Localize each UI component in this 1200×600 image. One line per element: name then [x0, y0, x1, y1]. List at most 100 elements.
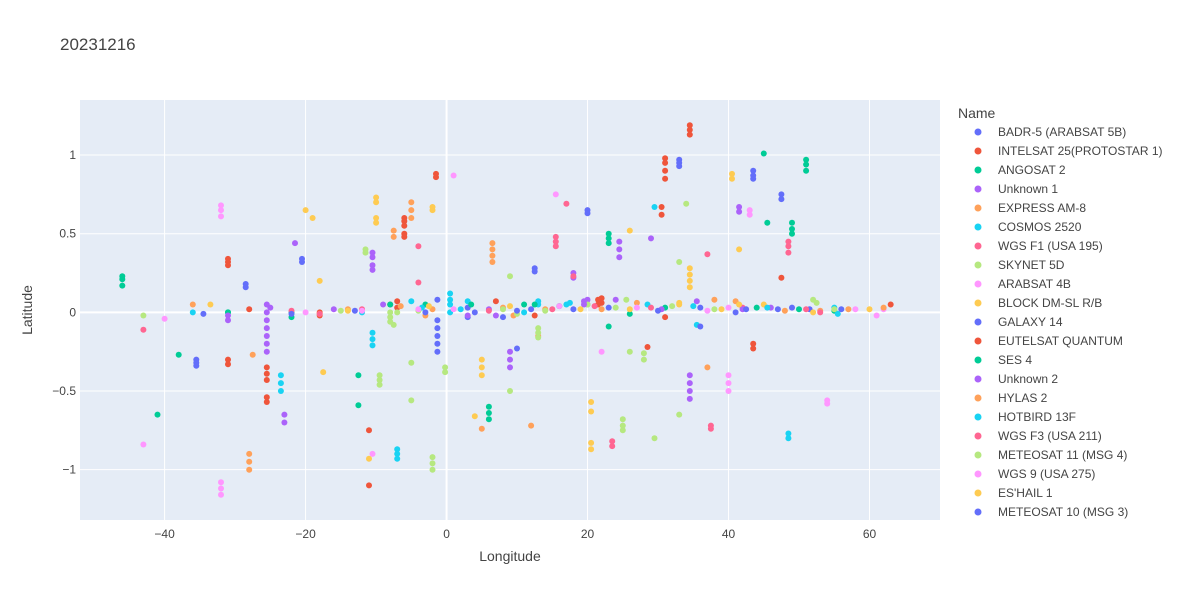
- data-point: [263, 370, 270, 377]
- legend-marker: [974, 337, 982, 345]
- data-point: [736, 208, 743, 215]
- data-point: [471, 309, 478, 316]
- legend-item[interactable]: ES'HAIL 1: [974, 486, 1053, 500]
- data-point: [753, 304, 760, 311]
- data-point: [434, 325, 441, 332]
- legend-item[interactable]: BLOCK DM-SL R/B: [974, 296, 1103, 310]
- data-point: [489, 240, 496, 247]
- data-point: [785, 238, 792, 245]
- data-point: [662, 314, 669, 321]
- data-point: [249, 351, 256, 358]
- data-point: [434, 348, 441, 355]
- y-tick-label: 0: [69, 305, 76, 319]
- x-tick-label: 20: [581, 527, 595, 541]
- legend-item[interactable]: Unknown 2: [974, 372, 1059, 386]
- data-point: [760, 150, 767, 157]
- data-point: [359, 307, 365, 314]
- y-tick-label: −1: [62, 463, 76, 477]
- data-point: [866, 306, 873, 313]
- data-point: [408, 207, 415, 214]
- data-point: [686, 277, 693, 284]
- legend-item[interactable]: INTELSAT 25(PROTOSTAR 1): [974, 144, 1163, 158]
- legend-item[interactable]: HOTBIRD 13F: [974, 410, 1077, 424]
- legend-item[interactable]: SKYNET 5D: [974, 258, 1065, 272]
- legend-item[interactable]: WGS 9 (USA 275): [974, 467, 1096, 481]
- data-point: [485, 416, 492, 423]
- data-point: [570, 306, 577, 313]
- data-point: [425, 303, 432, 310]
- legend-label: SKYNET 5D: [998, 258, 1065, 272]
- legend-item[interactable]: EUTELSAT QUANTUM: [974, 334, 1123, 348]
- data-point: [556, 303, 563, 310]
- data-point: [626, 306, 633, 313]
- legend-item[interactable]: GALAXY 14: [974, 315, 1063, 329]
- data-point: [588, 408, 595, 415]
- legend-marker: [974, 223, 982, 231]
- data-point: [299, 259, 305, 265]
- data-point: [581, 301, 587, 308]
- data-point: [140, 326, 147, 333]
- legend-item[interactable]: BADR-5 (ARABSAT 5B): [974, 125, 1127, 139]
- data-point: [489, 246, 496, 253]
- legend-label: ARABSAT 4B: [998, 277, 1071, 291]
- legend-item[interactable]: WGS F3 (USA 211): [974, 429, 1102, 443]
- data-point: [591, 303, 598, 310]
- data-point: [824, 400, 831, 407]
- data-point: [577, 306, 584, 313]
- data-point: [442, 364, 449, 371]
- legend-item[interactable]: ARABSAT 4B: [974, 277, 1071, 291]
- legend-items[interactable]: BADR-5 (ARABSAT 5B) INTELSAT 25(PROTOSTAR…: [974, 125, 1163, 519]
- data-point: [697, 304, 704, 311]
- legend-item[interactable]: HYLAS 2: [974, 391, 1048, 405]
- legend-item[interactable]: Unknown 1: [974, 182, 1059, 196]
- data-point: [225, 356, 231, 363]
- y-tick-label: −0.5: [52, 384, 76, 398]
- legend-item[interactable]: COSMOS 2520: [974, 220, 1082, 234]
- series-points: [189, 298, 841, 317]
- data-point: [337, 307, 344, 314]
- data-point: [390, 321, 397, 328]
- data-point: [478, 356, 485, 363]
- data-point: [373, 219, 380, 226]
- data-point: [725, 380, 732, 387]
- legend-item[interactable]: SES 4: [974, 353, 1033, 367]
- data-point: [478, 364, 485, 371]
- data-point: [609, 443, 616, 450]
- data-point: [292, 240, 298, 247]
- data-point: [704, 251, 711, 258]
- data-point: [521, 301, 528, 308]
- legend-item[interactable]: WGS F1 (USA 195): [974, 239, 1103, 253]
- legend-marker: [974, 508, 982, 516]
- legend-item[interactable]: EXPRESS AM-8: [974, 201, 1087, 215]
- legend-label: WGS F1 (USA 195): [998, 239, 1103, 253]
- data-point: [813, 299, 820, 306]
- data-point: [781, 307, 788, 314]
- data-point: [468, 301, 475, 308]
- data-point: [478, 425, 485, 432]
- data-point: [140, 441, 147, 448]
- data-point: [366, 482, 372, 489]
- legend[interactable]: Name BADR-5 (ARABSAT 5B) INTELSAT 25(PROT…: [958, 105, 1162, 519]
- data-point: [531, 312, 538, 319]
- data-point: [492, 312, 499, 319]
- data-point: [852, 306, 859, 313]
- data-point: [648, 235, 654, 242]
- data-point: [736, 204, 743, 210]
- data-point: [619, 422, 626, 429]
- data-point: [387, 301, 394, 308]
- data-point: [584, 210, 591, 217]
- data-point: [785, 435, 792, 442]
- legend-label: METEOSAT 10 (MSG 3): [998, 505, 1128, 519]
- data-point: [200, 310, 207, 317]
- data-point: [450, 172, 457, 179]
- legend-item[interactable]: ANGOSAT 2: [974, 163, 1066, 177]
- data-point: [785, 249, 792, 256]
- data-point: [718, 306, 725, 313]
- data-point: [447, 296, 454, 303]
- x-axis-ticks: −40 −20 0 20 40 60: [154, 527, 876, 541]
- data-point: [344, 307, 351, 314]
- data-point: [803, 156, 810, 163]
- data-point: [507, 364, 513, 371]
- legend-item[interactable]: METEOSAT 11 (MSG 4): [974, 448, 1128, 462]
- legend-item[interactable]: METEOSAT 10 (MSG 3): [974, 505, 1129, 519]
